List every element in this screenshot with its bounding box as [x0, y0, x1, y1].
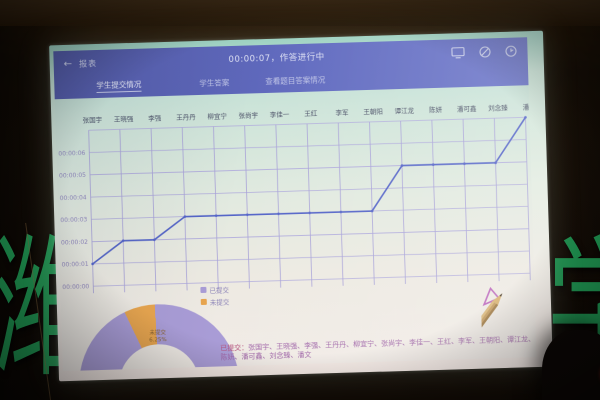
legend-label: 已提交: [209, 286, 230, 295]
svg-text:张国宇: 张国宇: [82, 115, 102, 125]
svg-text:00:00:04: 00:00:04: [60, 194, 87, 202]
tab-student-answers[interactable]: 学生答案: [199, 77, 230, 88]
chart-legend: 已提交 未提交: [200, 284, 229, 307]
submission-donut-chart: 未提交 6.25%: [76, 301, 242, 372]
svg-text:刘念臻: 刘念臻: [488, 103, 508, 113]
legend-swatch-submitted: [200, 286, 207, 294]
svg-text:00:00:06: 00:00:06: [58, 150, 85, 158]
back-arrow-icon: ←: [63, 58, 73, 70]
svg-text:李军: 李军: [335, 108, 349, 117]
clock-icon: [505, 45, 517, 57]
svg-text:00:00:02: 00:00:02: [61, 239, 88, 247]
tab-student-submission[interactable]: 学生提交情况: [96, 78, 142, 93]
session-status: 00:00:07，作答进行中: [228, 52, 325, 66]
back-button[interactable]: ← 报表: [64, 57, 98, 69]
submitted-list-prefix: 已提交：: [220, 343, 249, 353]
svg-text:00:00:01: 00:00:01: [62, 261, 89, 269]
svg-text:潘文: 潘文: [523, 102, 535, 111]
donut-slice-label: 未提交 6.25%: [149, 330, 167, 344]
svg-text:王晓强: 王晓强: [114, 114, 134, 124]
legend-swatch-unsubmitted: [200, 298, 207, 306]
end-session-button[interactable]: [478, 45, 491, 58]
svg-text:00:00:05: 00:00:05: [59, 172, 86, 180]
svg-text:柳宜宁: 柳宜宁: [207, 111, 227, 121]
timer-button[interactable]: [504, 44, 517, 57]
back-label: 报表: [78, 58, 98, 69]
legend-item-unsubmitted[interactable]: 未提交: [200, 296, 230, 307]
pencil-pointer: [480, 286, 503, 343]
svg-text:谭江龙: 谭江龙: [394, 106, 414, 116]
projector-screen: ← 报表 00:00:07，作答进行中: [49, 30, 553, 382]
legend-label: 未提交: [209, 298, 230, 307]
audience-silhouette: [542, 330, 600, 400]
monitor-icon: [451, 46, 465, 58]
ban-icon: [479, 45, 491, 58]
svg-text:王朝阳: 王朝阳: [363, 107, 383, 117]
svg-text:00:00:00: 00:00:00: [62, 283, 89, 291]
app-window: ← 报表 00:00:07，作答进行中: [53, 37, 537, 372]
submission-time-line-chart: 张国宇 王晓强 李强 王丹丹 柳宜宁 张尚宇 李佳一 王红 李军 王朝阳 谭江龙 陈妍 潘可鑫 刘念臻 潘文…: [58, 102, 535, 294]
svg-text:00:00:03: 00:00:03: [60, 216, 87, 224]
report-chart-area: 张国宇 王晓强 李强 王丹丹 柳宜宁 张尚宇 李佳一 王红 李军 王朝阳 谭江龙 陈妍 潘可鑫 刘念臻 潘文…: [55, 85, 537, 372]
wall-top-band: [0, 0, 600, 26]
svg-text:李强: 李强: [148, 113, 162, 122]
svg-text:潘可鑫: 潘可鑫: [457, 104, 477, 114]
svg-text:王丹丹: 王丹丹: [176, 113, 196, 122]
svg-text:李佳一: 李佳一: [270, 109, 290, 119]
projector-display-button[interactable]: [450, 46, 465, 59]
svg-text:张尚宇: 张尚宇: [238, 110, 258, 120]
tab-view-question-answers[interactable]: 查看题目答案情况: [265, 74, 326, 86]
legend-item-submitted[interactable]: 已提交: [200, 284, 229, 295]
donut-hole: [118, 343, 201, 372]
svg-text:王红: 王红: [304, 108, 318, 117]
svg-text:陈妍: 陈妍: [429, 105, 443, 114]
